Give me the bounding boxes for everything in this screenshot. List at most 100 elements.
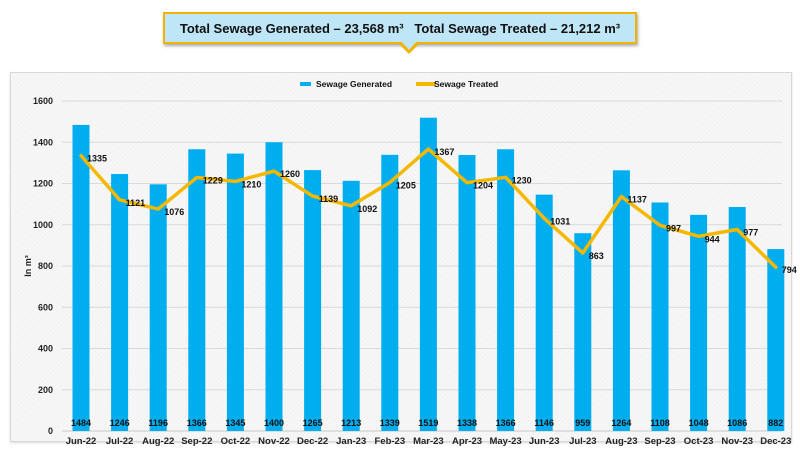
bar-value-label: 1086 <box>727 418 747 428</box>
bar-value-label: 1366 <box>496 418 516 428</box>
line-value-label: 997 <box>666 223 681 233</box>
legend-label-treated: Sewage Treated <box>434 79 498 89</box>
x-tick-label: Jun-22 <box>66 436 97 447</box>
x-tick-label: Aug-23 <box>605 436 637 447</box>
x-tick-label: Mar-23 <box>413 436 444 447</box>
y-tick-label: 1000 <box>33 220 53 230</box>
legend-swatch-generated <box>300 82 311 86</box>
legend-label-generated: Sewage Generated <box>316 79 392 89</box>
bar-value-label: 1338 <box>457 418 477 428</box>
bar-jun-23 <box>535 194 553 431</box>
line-value-label: 1139 <box>319 194 339 204</box>
x-tick-label: Feb-23 <box>374 436 405 447</box>
line-sewage-treated <box>79 147 778 269</box>
x-tick-label: Dec-23 <box>760 436 791 447</box>
line-value-label: 863 <box>589 251 604 261</box>
bar-jun-22 <box>72 124 90 432</box>
y-tick-label: 600 <box>38 302 53 312</box>
banner-arrow-inner <box>400 40 418 50</box>
bar-value-label: 1345 <box>225 418 245 428</box>
bar-jul-23 <box>574 233 592 431</box>
bar-feb-23 <box>381 154 399 432</box>
bars-sewage-generated <box>72 117 785 432</box>
line-value-label: 1205 <box>396 180 416 190</box>
bar-nov-22 <box>265 142 283 431</box>
line-value-label: 977 <box>743 227 758 237</box>
y-tick-label: 0 <box>48 426 53 436</box>
line-value-label: 1092 <box>357 204 377 214</box>
line-value-label: 794 <box>782 265 797 275</box>
x-tick-label: May-23 <box>489 436 521 447</box>
y-tick-label: 800 <box>38 261 53 271</box>
x-tick-label: Oct-23 <box>684 436 714 447</box>
bar-dec-22 <box>304 170 322 431</box>
bar-value-label: 1484 <box>71 418 91 428</box>
legend: Sewage Generated Sewage Treated <box>300 79 498 89</box>
bar-value-label: 1400 <box>264 418 284 428</box>
bar-labels: 1484 1246 1196 1366 1345 1400 1265 1213 1339 1519… <box>71 418 783 428</box>
x-axis-ticks: Jun-22 Jul-22 Aug-22 Sep-22 Oct-22 Nov-22 Dec-… <box>66 436 792 447</box>
x-tick-label: Dec-22 <box>297 436 328 447</box>
y-tick-label: 200 <box>38 385 53 395</box>
line-value-label: 1230 <box>512 175 532 185</box>
bar-value-label: 1146 <box>534 418 554 428</box>
y-tick-label: 1200 <box>33 179 53 189</box>
bar-aug-23 <box>612 170 630 432</box>
bar-oct-23 <box>690 214 708 431</box>
line-value-label: 1031 <box>550 216 570 226</box>
line-value-label: 1137 <box>627 194 647 204</box>
x-tick-label: Sep-22 <box>181 436 212 447</box>
bar-jul-22 <box>111 174 129 431</box>
bar-value-label: 1048 <box>689 418 709 428</box>
bar-nov-23 <box>728 207 746 431</box>
bar-value-label: 1108 <box>650 418 670 428</box>
bar-dec-23 <box>767 249 785 431</box>
line-value-label: 1260 <box>280 169 300 179</box>
line-value-label: 1367 <box>434 147 454 157</box>
x-tick-label: Nov-23 <box>721 436 753 447</box>
totals-banner-text: Total Sewage Generated – 23,568 m³ Total… <box>179 20 621 36</box>
bar-value-label: 1519 <box>418 418 438 428</box>
y-tick-label: 1600 <box>33 96 53 106</box>
line-value-label: 1204 <box>473 181 493 191</box>
x-tick-label: Apr-23 <box>452 436 482 447</box>
x-tick-label: Oct-22 <box>221 436 251 447</box>
x-tick-label: Jul-22 <box>106 436 133 447</box>
line-value-label: 944 <box>705 234 720 244</box>
y-tick-label: 400 <box>38 344 53 354</box>
bar-value-label: 1246 <box>110 418 130 428</box>
line-labels: 1335 1121 1076 1229 1210 1260 1139 1092 1205 1367… <box>87 147 797 275</box>
bar-value-label: 1265 <box>303 418 323 428</box>
bar-value-label: 1264 <box>611 418 631 428</box>
bar-value-label: 882 <box>768 418 783 428</box>
y-axis-ticks: 0 200 400 600 800 1000 1200 1400 1600 <box>33 96 53 436</box>
y-tick-label: 1400 <box>33 137 53 147</box>
bar-may-23 <box>497 149 515 431</box>
legend-swatch-treated <box>416 82 436 86</box>
x-tick-label: Aug-22 <box>142 436 174 447</box>
line-value-label: 1076 <box>164 207 184 217</box>
x-tick-label: Jun-23 <box>529 436 560 447</box>
bar-aug-22 <box>149 184 167 431</box>
x-tick-label: Jul-23 <box>569 436 596 447</box>
bar-value-label: 959 <box>575 418 590 428</box>
bar-jan-23 <box>342 180 360 431</box>
x-tick-label: Sep-23 <box>644 436 675 447</box>
line-value-label: 1121 <box>126 198 146 208</box>
bar-value-label: 1196 <box>148 418 168 428</box>
bar-value-label: 1213 <box>341 418 361 428</box>
bar-apr-23 <box>458 155 476 431</box>
line-value-label: 1229 <box>203 176 223 186</box>
bar-value-label: 1339 <box>380 418 400 428</box>
y-axis-label: In m³ <box>23 255 33 277</box>
bar-sep-22 <box>188 149 206 431</box>
bar-oct-22 <box>226 153 244 431</box>
line-value-label: 1210 <box>241 179 261 189</box>
x-tick-label: Nov-22 <box>258 436 290 447</box>
line-value-label: 1335 <box>87 154 107 164</box>
bar-mar-23 <box>419 117 437 432</box>
bar-value-label: 1366 <box>187 418 207 428</box>
x-tick-label: Jan-23 <box>336 436 366 447</box>
bar-sep-23 <box>651 202 669 431</box>
